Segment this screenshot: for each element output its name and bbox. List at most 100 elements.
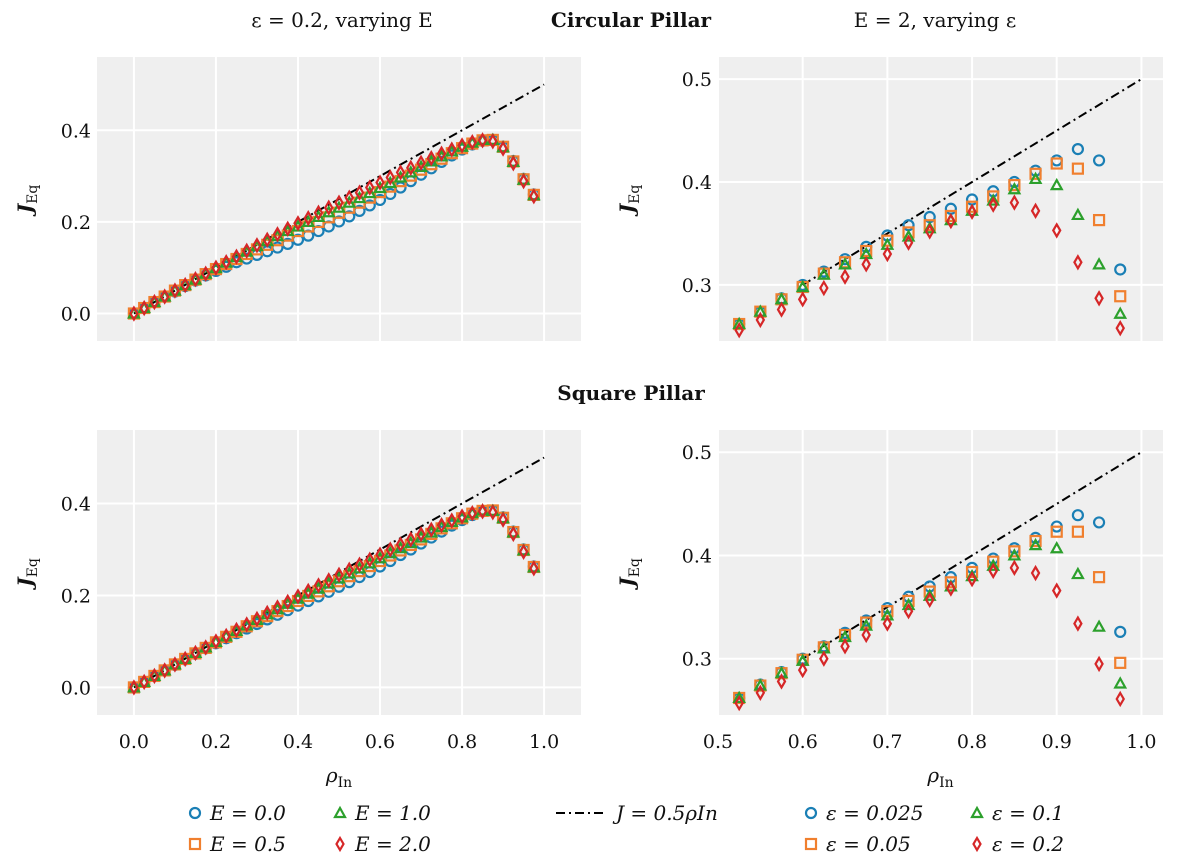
legend-marker bbox=[188, 837, 202, 851]
legend-label: ε = 0.2 bbox=[992, 832, 1064, 856]
data-point bbox=[986, 193, 1001, 206]
legend-label: J = 0.5ρIn bbox=[612, 801, 718, 825]
data-point bbox=[426, 521, 437, 538]
data-point bbox=[200, 265, 211, 282]
data-point bbox=[252, 610, 262, 628]
data-point bbox=[375, 174, 385, 191]
data-point bbox=[403, 165, 418, 178]
data-point bbox=[944, 576, 957, 589]
data-point bbox=[776, 673, 787, 690]
panel-circular-varying-epsilon: 0.3 0.4 0.5 JEq bbox=[615, 57, 1163, 341]
data-point bbox=[129, 679, 139, 696]
data-point bbox=[252, 237, 262, 254]
data-point bbox=[518, 543, 529, 560]
data-point bbox=[416, 526, 426, 543]
data-point bbox=[323, 199, 334, 216]
data-point bbox=[1029, 534, 1042, 548]
data-point bbox=[149, 293, 160, 311]
x-tick-label: 1.0 bbox=[1126, 731, 1156, 753]
data-point bbox=[986, 558, 1001, 571]
legend-marker bbox=[333, 805, 347, 819]
data-point bbox=[221, 254, 231, 271]
data-point bbox=[819, 650, 829, 667]
data-point bbox=[1092, 257, 1106, 270]
data-point bbox=[375, 546, 385, 563]
data-point bbox=[881, 234, 894, 247]
data-point bbox=[1092, 154, 1106, 167]
data-point bbox=[1030, 202, 1041, 220]
y-axis-label: JEq bbox=[615, 558, 643, 591]
data-point bbox=[1071, 525, 1084, 538]
legend-marker bbox=[972, 835, 982, 853]
x-tick-label: 0.8 bbox=[957, 731, 987, 753]
data-point bbox=[354, 556, 365, 573]
data-point bbox=[923, 219, 936, 232]
data-point bbox=[1114, 656, 1127, 669]
data-point bbox=[303, 582, 314, 600]
data-point bbox=[755, 311, 766, 329]
data-point bbox=[529, 560, 539, 577]
data-point bbox=[180, 650, 190, 668]
x-tick-label: 0.6 bbox=[788, 731, 818, 753]
data-point bbox=[313, 204, 324, 221]
data-point bbox=[1071, 162, 1084, 175]
data-point bbox=[734, 694, 744, 712]
data-point bbox=[447, 141, 457, 158]
data-point bbox=[1007, 181, 1022, 195]
data-point bbox=[1092, 571, 1106, 584]
legend-entry-reference: J = 0.5ρIn bbox=[556, 801, 718, 825]
data-point bbox=[861, 626, 871, 644]
legend-marker bbox=[804, 806, 818, 820]
x-axis-label: ρIn bbox=[926, 763, 953, 791]
data-point bbox=[272, 599, 283, 616]
data-point bbox=[860, 244, 873, 258]
data-point bbox=[332, 200, 346, 213]
data-point bbox=[467, 134, 478, 151]
legend-entry: ε = 0.05 bbox=[804, 832, 911, 856]
data-point bbox=[1071, 142, 1084, 156]
data-point bbox=[901, 597, 916, 611]
legend-entry: E = 1.0 bbox=[333, 801, 431, 825]
data-point bbox=[529, 188, 539, 205]
series-diamond bbox=[129, 503, 539, 696]
data-point bbox=[1051, 582, 1062, 599]
data-point bbox=[1009, 559, 1020, 577]
data-point bbox=[838, 257, 852, 270]
title-right: E = 2, varying ε bbox=[854, 8, 1016, 32]
data-point bbox=[901, 229, 916, 242]
data-point bbox=[293, 588, 303, 605]
data-point bbox=[241, 242, 252, 259]
data-point bbox=[241, 616, 252, 633]
data-point bbox=[987, 190, 1000, 203]
data-point bbox=[732, 690, 747, 704]
data-point bbox=[344, 561, 355, 578]
data-point bbox=[1113, 676, 1128, 689]
data-point bbox=[221, 627, 231, 645]
data-point bbox=[457, 137, 467, 154]
data-point bbox=[795, 279, 810, 293]
data-point bbox=[344, 189, 355, 206]
data-point bbox=[1028, 537, 1043, 551]
data-point bbox=[923, 585, 936, 598]
data-point bbox=[797, 291, 808, 308]
y-axis-label: JEq bbox=[615, 185, 643, 218]
legend-label: E = 0.0 bbox=[209, 801, 286, 825]
y-tick-label: 0.4 bbox=[61, 120, 91, 142]
data-point bbox=[488, 133, 498, 150]
reference-line bbox=[802, 451, 1142, 660]
data-point bbox=[159, 288, 170, 305]
data-point bbox=[840, 268, 850, 285]
data-point bbox=[882, 615, 893, 632]
data-point bbox=[776, 301, 787, 318]
data-point bbox=[755, 684, 766, 701]
data-point bbox=[498, 511, 508, 528]
data-point bbox=[406, 159, 416, 177]
data-point bbox=[352, 190, 367, 204]
data-point bbox=[734, 322, 744, 339]
data-point bbox=[293, 215, 303, 232]
data-point bbox=[1049, 177, 1064, 191]
legend-label: ε = 0.025 bbox=[826, 801, 923, 825]
y-tick-label: 0.3 bbox=[682, 275, 712, 297]
data-point bbox=[1114, 263, 1127, 276]
data-point bbox=[354, 184, 365, 201]
